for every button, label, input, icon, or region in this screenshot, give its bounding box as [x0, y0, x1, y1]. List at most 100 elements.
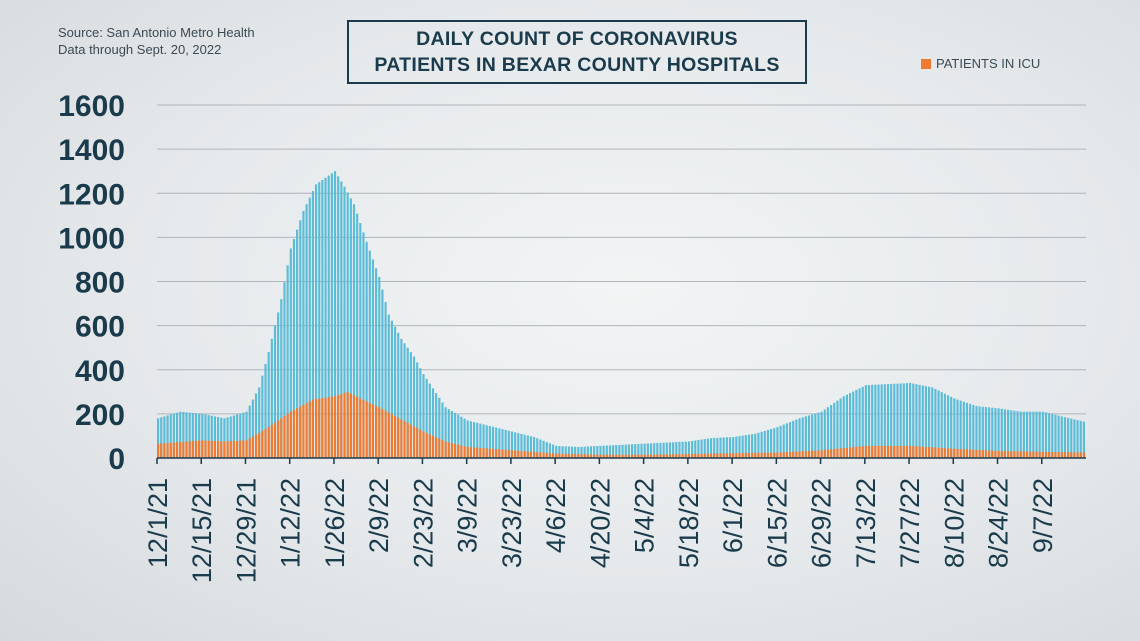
bar-total: [608, 445, 612, 458]
bar-total: [811, 414, 814, 458]
bar-total: [1010, 410, 1013, 458]
bar-icu: [722, 453, 725, 458]
bar-total: [836, 400, 839, 458]
bar-icu: [1032, 451, 1035, 458]
bar-icu: [450, 443, 454, 458]
bar-icu: [618, 454, 621, 458]
bar-total: [545, 442, 548, 458]
bar-icu: [337, 395, 340, 458]
bar-icu: [630, 454, 634, 458]
bar-icu: [280, 418, 283, 458]
bar-icu: [902, 445, 905, 458]
bar-total: [204, 414, 207, 458]
bar-icu: [574, 454, 577, 458]
bar-icu: [858, 446, 861, 458]
bar-total: [988, 407, 991, 458]
bar-total: [235, 414, 239, 458]
bar-icu: [672, 454, 675, 458]
bar-icu: [694, 453, 697, 458]
bar-total: [950, 396, 953, 458]
bar-total: [305, 204, 308, 458]
bar-icu: [728, 453, 732, 458]
bar-total: [757, 432, 760, 458]
bar-icu: [615, 454, 618, 458]
bar-icu: [640, 454, 643, 458]
bar-icu: [905, 445, 909, 458]
bar-total: [1016, 411, 1019, 458]
bar-total: [491, 426, 495, 458]
bar-icu: [390, 414, 393, 458]
bar-icu: [779, 452, 782, 458]
bar-total: [981, 406, 984, 458]
bar-total: [763, 430, 766, 458]
bar-icu: [387, 412, 390, 458]
bar-icu: [766, 452, 770, 458]
bar-icu: [311, 399, 314, 458]
bar-total: [940, 392, 943, 458]
bar-icu: [804, 451, 807, 458]
bar-icu: [242, 440, 245, 458]
bar-total: [766, 429, 770, 458]
bar-icu: [1007, 451, 1010, 458]
bar-icu: [381, 408, 384, 458]
bar-icu: [751, 452, 754, 458]
bar-icu: [239, 440, 242, 458]
bar-icu: [539, 452, 542, 458]
bar-total: [978, 406, 981, 458]
bar-total: [495, 427, 498, 458]
bar-icu: [229, 441, 232, 458]
bar-icu: [836, 448, 839, 458]
bar-total: [782, 424, 785, 458]
bar-total: [899, 383, 902, 458]
bar-total: [605, 445, 608, 458]
bar-total: [567, 446, 570, 458]
bar-total: [741, 435, 744, 458]
bar-icu: [296, 408, 299, 458]
bar-icu: [833, 449, 836, 458]
x-tick-label: 1/26/22: [320, 478, 350, 568]
bar-icu: [412, 426, 416, 458]
bar-total: [258, 387, 261, 458]
bar-total: [482, 424, 485, 458]
bar-icu: [463, 446, 466, 458]
x-tick-label: 12/15/21: [187, 478, 217, 583]
bar-total: [1051, 414, 1054, 458]
bar-total: [969, 403, 972, 458]
bar-total: [1054, 414, 1057, 458]
bar-icu: [314, 399, 318, 458]
bar-icu: [599, 454, 602, 458]
bar-icu: [659, 454, 662, 458]
bar-total: [248, 405, 251, 458]
bar-icu: [1041, 451, 1044, 458]
bar-icu: [839, 448, 842, 458]
bar-total: [570, 446, 574, 458]
bar-total: [589, 446, 593, 458]
bar-icu: [488, 448, 491, 458]
bar-icu: [675, 454, 678, 458]
bar-icu: [924, 446, 928, 458]
bar-total: [649, 443, 653, 458]
bar-icu: [570, 453, 574, 458]
bar-icu: [223, 441, 226, 458]
bar-total: [596, 446, 599, 458]
bar-total: [943, 393, 946, 458]
bar-total: [1038, 411, 1041, 458]
bar-total: [564, 446, 567, 458]
bar-icu: [198, 440, 201, 458]
bar-icu: [785, 452, 788, 458]
bar-icu: [555, 453, 558, 458]
bar-total: [991, 407, 994, 458]
bar-icu: [1044, 451, 1048, 458]
bar-icu: [273, 422, 277, 458]
bar-icu: [548, 453, 551, 458]
bar-total: [817, 412, 820, 458]
bar-total: [381, 289, 384, 458]
bar-total: [946, 395, 950, 458]
x-tick-label: 6/1/22: [718, 478, 748, 553]
bar-total: [463, 418, 466, 458]
bar-icu: [988, 450, 991, 458]
bar-icu: [1079, 452, 1082, 458]
bar-icu: [1035, 451, 1038, 458]
bar-icu: [526, 451, 529, 458]
y-tick-label: 1000: [58, 222, 125, 255]
